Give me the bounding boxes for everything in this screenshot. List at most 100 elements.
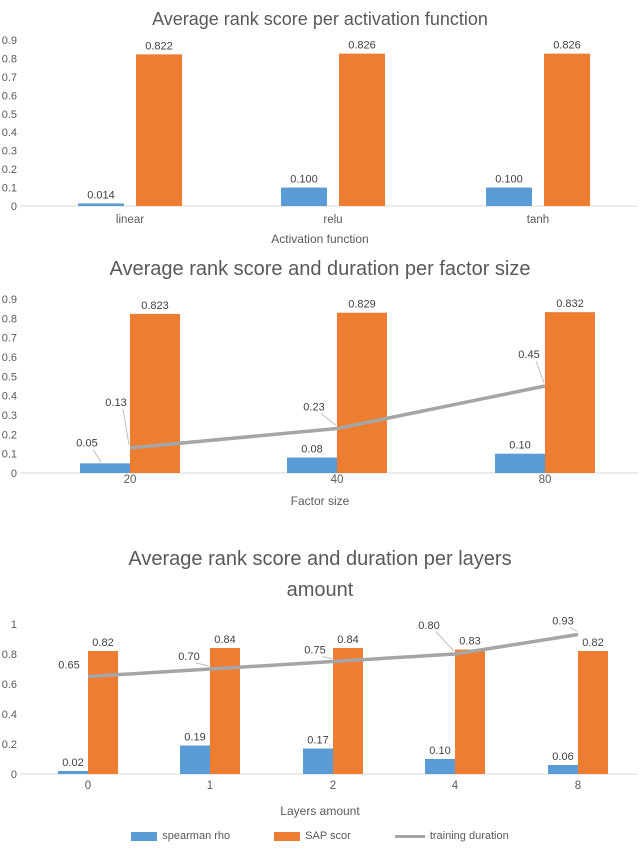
y-axis-tick-label: 0.8 — [2, 649, 17, 661]
bar-sap-scor-2 — [333, 648, 363, 774]
x-category-label: linear — [116, 214, 144, 226]
y-axis-tick-label: 0.5 — [2, 109, 17, 121]
bar-sap-scor-relu — [339, 53, 385, 206]
value-label-training-duration-4: 0.80 — [418, 620, 439, 632]
x-category-label: relu — [323, 214, 342, 226]
training-duration-line — [129, 384, 546, 450]
y-axis-tick-label: 0.5 — [2, 371, 17, 383]
value-label-spearman-rho-1: 0.19 — [184, 732, 205, 744]
value-label-sap-scor-2: 0.84 — [337, 634, 358, 646]
value-label-sap-scor-1: 0.84 — [214, 634, 235, 646]
bar-spearman-rho-4 — [425, 759, 455, 774]
y-axis-tick-label: 0 — [11, 201, 17, 213]
legend-item-training-duration: training duration — [394, 830, 509, 842]
x-axis-title: Activation function — [271, 232, 369, 246]
value-label-training-duration-40: 0.23 — [303, 402, 324, 414]
legend-label-spearman-rho: spearman rho — [162, 830, 231, 842]
legend-item-sap-scor: SAP scor — [274, 830, 351, 842]
x-category-label: 1 — [207, 780, 213, 792]
label-leader-line — [92, 449, 102, 463]
bar-spearman-rho-20 — [80, 463, 130, 473]
y-axis-tick-label: 0.2 — [2, 739, 17, 751]
bar-spearman-rho-80 — [495, 453, 545, 473]
value-label-spearman-rho-2: 0.17 — [307, 735, 328, 747]
y-axis-tick-label: 0.6 — [2, 679, 17, 691]
x-category-label: 2 — [330, 780, 336, 792]
value-label-sap-scor-tanh: 0.826 — [553, 40, 581, 52]
value-label-sap-scor-8: 0.82 — [582, 637, 603, 649]
chart-factor-size: Average rank score and duration per fact… — [0, 254, 640, 508]
bar-spearman-rho-2 — [303, 748, 333, 774]
y-axis-tick-label: 0.7 — [2, 333, 17, 345]
y-axis-tick-label: 0.8 — [2, 313, 17, 325]
y-axis-tick-label: 0.6 — [2, 90, 17, 102]
bar-sap-scor-linear — [136, 54, 182, 207]
chart-title-line-2: amount — [286, 579, 354, 601]
x-category-label: 80 — [539, 474, 552, 486]
x-category-label: 8 — [575, 780, 581, 792]
x-axis-title: Factor size — [290, 494, 350, 508]
value-label-spearman-rho-80: 0.10 — [509, 440, 530, 452]
bar-spearman-rho-tanh — [486, 187, 532, 206]
y-axis-tick-label: 0.2 — [2, 164, 17, 176]
value-label-sap-scor-relu: 0.826 — [348, 40, 376, 52]
y-axis-tick-label: 0.9 — [2, 294, 17, 306]
chart-title: Average rank score and duration per fact… — [109, 258, 531, 280]
value-label-spearman-rho-0: 0.02 — [62, 757, 83, 769]
value-label-spearman-rho-20: 0.05 — [76, 437, 97, 449]
x-axis-title: Layers amount — [280, 804, 360, 818]
bar-sap-scor-tanh — [544, 53, 590, 206]
y-axis-tick-label: 0.4 — [2, 709, 17, 721]
y-axis-tick-label: 0.4 — [2, 127, 17, 139]
value-label-sap-scor-4: 0.83 — [459, 636, 480, 648]
value-label-training-duration-80: 0.45 — [518, 349, 539, 361]
y-axis-tick-label: 0.8 — [2, 53, 17, 65]
value-label-spearman-rho-40: 0.08 — [301, 444, 322, 456]
y-axis-tick-label: 0.9 — [2, 35, 17, 47]
factor-size-plot: 0 0.1 0.2 0.3 0.4 0.5 0.6 0.7 0.8 0.9 0.05 0.08 0.10… — [2, 294, 638, 486]
value-label-sap-scor-80: 0.832 — [556, 298, 584, 310]
value-label-sap-scor-linear: 0.822 — [145, 40, 173, 52]
bar-sap-scor-8 — [578, 651, 608, 774]
bar-sap-scor-0 — [88, 651, 118, 774]
legend-swatch-spearman-rho — [131, 831, 158, 841]
y-axis-tick-label: 0.1 — [2, 183, 17, 195]
label-leader-line — [195, 662, 210, 667]
chart-title: Average rank score per activation functi… — [152, 9, 488, 29]
value-label-training-duration-2: 0.75 — [304, 645, 325, 657]
x-category-label: 0 — [85, 780, 91, 792]
legend-swatch-training-duration — [394, 834, 425, 838]
activation-function-plot: 0 0.1 0.2 0.3 0.4 0.5 0.6 0.7 0.8 0.9 0.014 0.100 0.… — [2, 35, 638, 226]
bar-spearman-rho-relu — [281, 187, 327, 206]
bar-spearman-rho-0 — [58, 771, 88, 774]
y-axis-tick-label: 0.2 — [2, 429, 17, 441]
bar-sap-scor-20 — [130, 313, 180, 473]
y-axis-tick-label: 0 — [11, 468, 17, 480]
bar-sap-scor-40 — [337, 312, 387, 473]
chart-activation-function: Average rank score per activation functi… — [0, 0, 640, 246]
y-axis-tick-label: 0.4 — [2, 391, 17, 403]
legend-label-training-duration: training duration — [429, 830, 509, 842]
value-label-spearman-rho-tanh: 0.100 — [495, 174, 523, 186]
legend-swatch-sap-scor — [274, 831, 301, 841]
value-label-spearman-rho-8: 0.06 — [552, 751, 573, 763]
training-duration-line — [87, 632, 579, 679]
y-axis-tick-label: 0 — [11, 769, 17, 781]
label-leader-line — [320, 413, 337, 426]
label-leader-line — [435, 631, 455, 652]
legend-item-spearman-rho: spearman rho — [131, 830, 230, 842]
y-axis-tick-label: 0.6 — [2, 352, 17, 364]
bar-spearman-rho-linear — [78, 203, 124, 206]
value-label-training-duration-0: 0.65 — [58, 660, 79, 672]
bar-sap-scor-80 — [545, 312, 595, 473]
value-label-spearman-rho-relu: 0.100 — [290, 174, 318, 186]
chart-title: Average rank score and duration per laye… — [0, 536, 640, 606]
bar-spearman-rho-8 — [548, 765, 578, 774]
chart-legend: spearman rho SAP scor training duration — [0, 830, 640, 842]
value-label-spearman-rho-linear: 0.014 — [87, 189, 115, 201]
x-category-label: 20 — [124, 474, 137, 486]
value-label-training-duration-20: 0.13 — [105, 397, 126, 409]
chart-layers-amount: Average rank score and duration per laye… — [0, 536, 640, 842]
label-leader-line — [535, 360, 545, 384]
